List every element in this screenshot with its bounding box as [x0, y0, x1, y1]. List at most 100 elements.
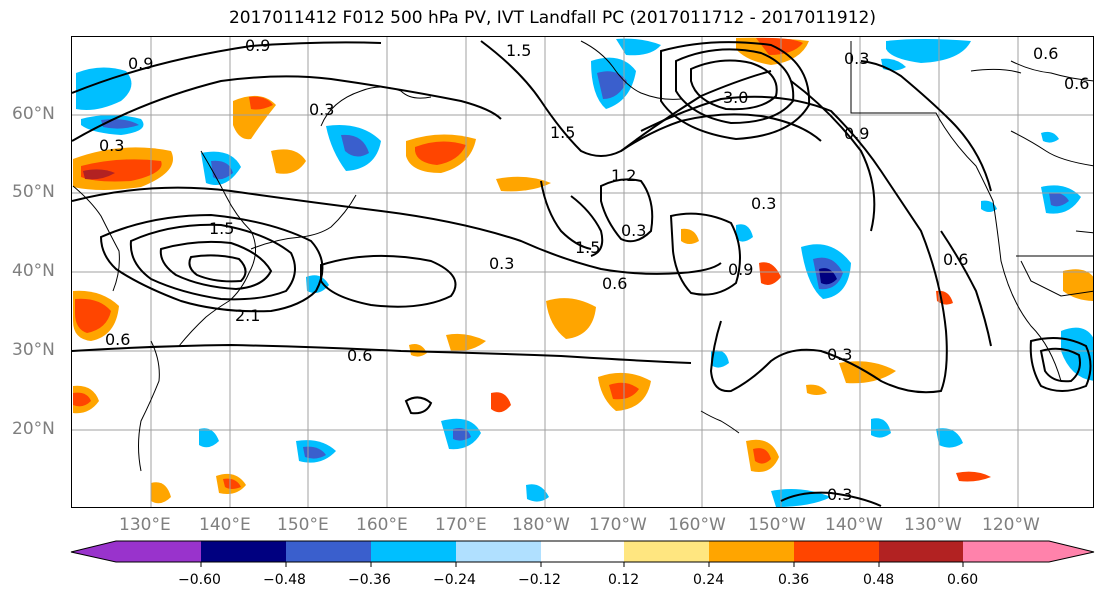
pv-contours [72, 40, 1092, 507]
lon-label-120w: 120°W [982, 515, 1040, 535]
anomaly-blob [83, 169, 115, 180]
contour-label: 0.3 [827, 485, 852, 504]
colorbar-segment [71, 541, 201, 562]
contour-label: 1.5 [575, 238, 600, 257]
anomaly-blob [936, 428, 963, 448]
anomaly-blob [736, 224, 753, 242]
contour-label: 0.6 [602, 274, 627, 293]
lon-label-160e: 160°E [356, 515, 408, 535]
lon-label-150w: 150°W [748, 515, 806, 535]
anomaly-blob [73, 392, 91, 407]
anomaly-blob [271, 149, 306, 174]
lon-label-130e: 130°E [119, 515, 171, 535]
contour-label: 0.3 [751, 194, 776, 213]
anomaly-blob [151, 482, 171, 504]
lat-label-40n: 40°N [12, 261, 55, 281]
contour-label: 1.5 [550, 123, 575, 142]
lat-label-60n: 60°N [12, 104, 55, 124]
map-panel: 0.9 1.5 0.6 0.6 0.3 0.3 0.9 1.5 3.0 0.9 … [71, 36, 1094, 508]
lon-label-140w: 140°W [825, 515, 883, 535]
colorbar-tick-label: −0.36 [348, 572, 391, 588]
anomaly-blob [756, 37, 803, 55]
colorbar-segment [794, 541, 879, 562]
lat-label-20n: 20°N [12, 419, 55, 439]
contour-label: 1.5 [209, 219, 234, 238]
anomaly-blob [526, 484, 549, 502]
anomaly-blob [597, 71, 627, 99]
contour-label: 0.6 [347, 346, 372, 365]
anomaly-blob [759, 262, 781, 285]
contour-label: 0.6 [1064, 74, 1089, 93]
contour-label: 0.9 [728, 260, 753, 279]
anomaly-blob [409, 344, 427, 357]
contour-label: 0.3 [844, 49, 869, 68]
colorbar-tick-label: −0.48 [263, 572, 306, 588]
contour-label: 3.0 [723, 88, 748, 107]
anomaly-blob [616, 38, 661, 56]
anomaly-blob [496, 176, 551, 192]
colorbar-tick-label: −0.24 [433, 572, 476, 588]
anomaly-blob [199, 428, 219, 448]
lon-label-150e: 150°E [277, 515, 329, 535]
contour-label: 1.2 [611, 166, 636, 185]
anomaly-blob [871, 418, 891, 438]
contour-labels: 0.9 1.5 0.6 0.6 0.3 0.3 0.9 1.5 3.0 0.9 … [99, 37, 1089, 504]
anomaly-blob [491, 392, 511, 413]
lon-label-170w: 170°W [589, 515, 647, 535]
anomaly-blob [341, 134, 369, 157]
colorbar-segment [963, 541, 1094, 562]
colorbar-ticks [200, 562, 964, 567]
anomaly-blob [223, 478, 241, 489]
anomaly-blob [881, 58, 906, 71]
anomaly-blob [1063, 269, 1093, 301]
colorbar [70, 540, 1095, 567]
contour-label: 0.9 [245, 37, 270, 55]
anomaly-blob [681, 228, 699, 244]
colorbar-tick-label: 0.48 [863, 572, 895, 588]
anomaly-blob [956, 471, 991, 482]
lon-label-170e: 170°E [435, 515, 487, 535]
contour-label: 0.3 [621, 221, 646, 240]
anomaly-blob [546, 298, 596, 339]
contour-label: 0.9 [844, 124, 869, 143]
anomaly-blob [886, 39, 971, 63]
colorbar-segment [709, 541, 794, 562]
anomaly-blob [753, 448, 771, 464]
colorbar-segment [456, 541, 541, 562]
anomaly-blob [1049, 192, 1069, 207]
contour-label: 0.6 [105, 330, 130, 349]
contour-label: 0.3 [827, 345, 852, 364]
lat-label-50n: 50°N [12, 182, 55, 202]
colorbar-segment [371, 541, 456, 562]
lat-label-30n: 30°N [12, 340, 55, 360]
anomaly-blob [306, 275, 329, 293]
colorbar-outline [70, 540, 1095, 563]
contour-label: 0.9 [128, 54, 153, 73]
colorbar-tick-label: 0.36 [778, 572, 810, 588]
anomaly-blob [75, 298, 111, 333]
anomaly-blob [249, 96, 273, 110]
graticule [72, 37, 1093, 507]
anomaly-blob [211, 160, 233, 180]
colorbar-tick-label: −0.60 [178, 572, 221, 588]
contour-label: 0.3 [99, 136, 124, 155]
anomaly-blob [1041, 131, 1059, 143]
contour-label: 2.1 [235, 306, 260, 325]
map-svg: 0.9 1.5 0.6 0.6 0.3 0.3 0.9 1.5 3.0 0.9 … [72, 37, 1093, 507]
anomaly-blob [415, 141, 466, 165]
contour-label: 0.6 [943, 250, 968, 269]
colorbar-tick-label: 0.60 [947, 572, 979, 588]
lon-label-180w: 180°W [512, 515, 570, 535]
contour-label: 0.3 [309, 100, 334, 119]
colorbar-tick-label: 0.12 [608, 572, 640, 588]
colorbar-segment [201, 541, 286, 562]
contour-label: 0.3 [489, 254, 514, 273]
colorbar-segment [541, 541, 624, 562]
contour-label: 1.5 [506, 41, 531, 60]
anomaly-blob [806, 384, 827, 395]
lon-label-160w: 160°W [668, 515, 726, 535]
anomaly-shading [73, 37, 1093, 507]
map-title: 2017011412 F012 500 hPa PV, IVT Landfall… [228, 8, 876, 28]
anomaly-blob [303, 446, 326, 459]
colorbar-segment [624, 541, 709, 562]
